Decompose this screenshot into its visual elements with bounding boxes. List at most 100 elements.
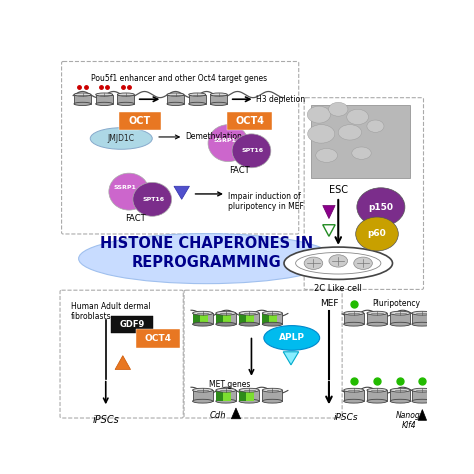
Ellipse shape [192,399,213,403]
Ellipse shape [167,102,184,106]
Ellipse shape [367,388,387,392]
Bar [189,95,206,104]
FancyBboxPatch shape [62,62,299,234]
Ellipse shape [239,399,259,403]
Text: Pluripotency: Pluripotency [373,300,420,309]
Ellipse shape [412,388,432,392]
Text: OCT4: OCT4 [236,116,264,126]
Text: HISTONE CHAPERONES IN
REPROGRAMMING: HISTONE CHAPERONES IN REPROGRAMMING [100,237,313,270]
Text: iPSCs: iPSCs [334,413,358,421]
Ellipse shape [167,93,184,96]
Bar [239,390,246,401]
Bar [367,390,387,401]
Bar [390,313,410,324]
Ellipse shape [74,102,91,106]
Bar [239,313,246,324]
Bar [246,313,254,324]
Ellipse shape [239,388,259,392]
Ellipse shape [352,147,371,159]
Ellipse shape [262,322,283,326]
Ellipse shape [338,125,362,140]
Text: FACT: FACT [125,214,146,223]
Ellipse shape [189,102,206,106]
Polygon shape [231,408,241,419]
Ellipse shape [264,326,319,350]
Text: JMJD1C: JMJD1C [108,134,135,143]
Bar [239,313,259,324]
Ellipse shape [192,322,213,326]
Bar [344,390,364,401]
Text: OCT: OCT [129,116,151,126]
Text: Cdh: Cdh [210,411,227,420]
Text: SPT16: SPT16 [143,197,165,202]
Bar [390,390,410,401]
Bar [262,390,283,401]
Text: iPSCs: iPSCs [92,415,119,425]
Ellipse shape [390,322,410,326]
FancyBboxPatch shape [228,111,272,130]
Ellipse shape [74,93,91,96]
Text: MET genes: MET genes [209,380,250,389]
Ellipse shape [216,322,236,326]
Ellipse shape [347,109,368,125]
Ellipse shape [390,388,410,392]
Ellipse shape [344,388,364,392]
Ellipse shape [329,255,347,267]
Bar [239,390,259,401]
Ellipse shape [79,234,334,283]
Bar [412,390,432,401]
Bar [216,313,236,324]
Ellipse shape [296,253,381,274]
Ellipse shape [192,388,213,392]
Text: APLP: APLP [279,333,305,342]
FancyBboxPatch shape [136,329,180,348]
Ellipse shape [262,388,283,392]
Ellipse shape [118,102,135,106]
Ellipse shape [96,102,113,106]
Ellipse shape [133,182,172,216]
FancyBboxPatch shape [119,111,161,130]
Ellipse shape [262,311,283,315]
Bar [216,390,223,401]
Ellipse shape [232,134,271,168]
Text: Demethylation: Demethylation [186,132,242,141]
Text: H3 depletion: H3 depletion [256,95,305,104]
Text: Pou5f1 enhancer and other Oct4 target genes: Pou5f1 enhancer and other Oct4 target ge… [91,74,267,83]
Ellipse shape [412,322,432,326]
Bar [223,390,231,401]
Ellipse shape [367,322,387,326]
Polygon shape [115,356,130,370]
Text: MEF: MEF [319,300,338,309]
Bar [262,313,269,324]
Bar [96,95,113,104]
Bar [311,105,410,178]
Text: OCT4: OCT4 [145,334,172,343]
Ellipse shape [96,93,113,96]
Bar [269,313,277,324]
Text: ESC: ESC [329,185,348,195]
FancyBboxPatch shape [304,98,423,290]
Text: Human Adult dermal
fibroblasts: Human Adult dermal fibroblasts [71,302,151,321]
Ellipse shape [262,399,283,403]
Bar [246,390,254,401]
Bar [216,390,236,401]
Ellipse shape [357,188,405,226]
Bar [344,313,364,324]
Bar [412,313,432,324]
Ellipse shape [304,257,323,269]
Ellipse shape [316,148,337,163]
Ellipse shape [367,120,384,132]
Ellipse shape [344,322,364,326]
Polygon shape [418,410,427,420]
Ellipse shape [239,322,259,326]
Polygon shape [323,225,335,237]
Text: GDF9: GDF9 [119,320,145,329]
Ellipse shape [90,128,152,149]
Text: SPT16: SPT16 [242,148,264,153]
Bar [192,390,213,401]
Ellipse shape [367,399,387,403]
Ellipse shape [208,125,248,162]
Bar [223,313,231,324]
Bar [210,95,228,104]
Ellipse shape [390,311,410,315]
